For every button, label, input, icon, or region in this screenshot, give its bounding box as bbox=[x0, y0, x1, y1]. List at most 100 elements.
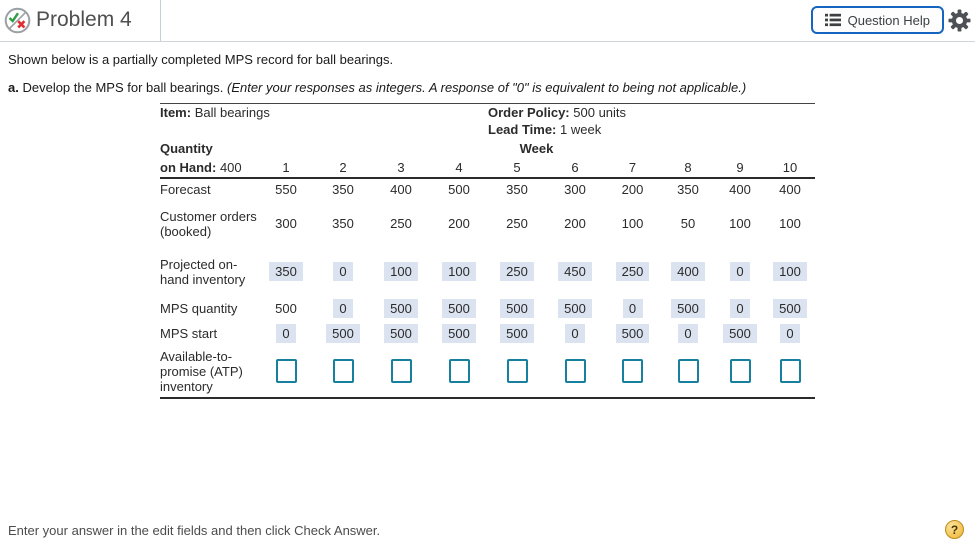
atp-cell-week-7 bbox=[604, 345, 661, 399]
problem-intro-text: Shown below is a partially completed MPS… bbox=[8, 52, 394, 67]
projected-on-hand-cell-week-4: 100 bbox=[430, 247, 488, 296]
mps-start-value-week-4: 500 bbox=[442, 323, 476, 343]
problem-score-icon bbox=[4, 7, 31, 34]
week-2-header: 2 bbox=[314, 158, 372, 179]
atp-cell-week-6 bbox=[546, 345, 604, 399]
projected-on-hand-value-week-2: 0 bbox=[333, 262, 353, 281]
customer-orders-value-week-5: 250 bbox=[506, 216, 528, 231]
atp-input-week-8[interactable] bbox=[677, 359, 699, 383]
customer-orders-value-week-10: 100 bbox=[779, 216, 801, 231]
atp-input-week-9[interactable] bbox=[729, 359, 751, 383]
projected-on-hand-value-week-7: 250 bbox=[615, 262, 650, 281]
question-help-list-icon bbox=[824, 13, 841, 27]
part-a-instruction: Develop the MPS for ball bearings. bbox=[22, 80, 224, 95]
mps-start-value-week-7: 500 bbox=[615, 323, 650, 343]
projected-on-hand-cell-week-10: 100 bbox=[765, 247, 815, 296]
atp-input-week-7[interactable] bbox=[622, 359, 643, 383]
atp-cell-week-5 bbox=[488, 345, 546, 399]
mps-table: Item: Ball bearings Order Policy: 500 un… bbox=[160, 103, 815, 399]
mps-quantity-cell-week-10: 500 bbox=[765, 296, 815, 321]
page-title: Problem 4 bbox=[36, 8, 132, 31]
row-projected-on-hand: Projected on-hand inventory 350 0 100 100 250… bbox=[160, 247, 815, 296]
mps-start-cell-week-4: 500 bbox=[430, 321, 488, 345]
atp-input-week-1[interactable] bbox=[275, 359, 297, 383]
mps-quantity-cell-week-5: 500 bbox=[488, 296, 546, 321]
customer-orders-value-week-8: 50 bbox=[680, 216, 696, 231]
projected-on-hand-cell-week-8: 400 bbox=[661, 247, 715, 296]
row-label-mps-quantity: MPS quantity bbox=[160, 301, 238, 316]
projected-on-hand-value-week-4: 100 bbox=[442, 262, 476, 281]
mps-quantity-value-week-5: 500 bbox=[500, 299, 534, 318]
row-customer-orders: Customer orders (booked) 300 350 250 200 250 2… bbox=[160, 200, 815, 247]
forecast-value-week-6: 300 bbox=[564, 182, 586, 197]
atp-cell-week-8 bbox=[661, 345, 715, 399]
row-label-customer-orders: Customer orders (booked) bbox=[160, 208, 257, 239]
mps-start-cell-week-7: 500 bbox=[604, 321, 661, 345]
customer-orders-value-week-4: 200 bbox=[448, 216, 470, 231]
mps-quantity-value-week-9: 0 bbox=[730, 299, 750, 318]
atp-input-week-3[interactable] bbox=[390, 359, 412, 383]
mps-quantity-value-week-2: 0 bbox=[333, 299, 353, 318]
on-hand-label: on Hand: bbox=[160, 160, 217, 175]
projected-on-hand-cell-week-3: 100 bbox=[372, 247, 430, 296]
week-4-header: 4 bbox=[430, 158, 488, 179]
title-divider bbox=[160, 0, 161, 41]
order-policy-cell: Order Policy: 500 units bbox=[488, 104, 815, 122]
atp-input-week-5[interactable] bbox=[506, 359, 528, 383]
mps-start-value-week-2: 500 bbox=[326, 323, 360, 343]
mps-quantity-value-week-1: 500 bbox=[275, 301, 297, 316]
customer-orders-value-week-3: 250 bbox=[390, 216, 412, 231]
customer-orders-value-week-1: 300 bbox=[275, 216, 297, 231]
quantity-label-cell: Quantity bbox=[160, 138, 258, 158]
atp-cell-week-2 bbox=[314, 345, 372, 399]
projected-on-hand-value-week-5: 250 bbox=[500, 262, 534, 281]
row-label-atp: Available-to-promise (ATP) inventory bbox=[160, 345, 258, 399]
projected-on-hand-value-week-10: 100 bbox=[773, 262, 807, 281]
projected-on-hand-value-week-6: 450 bbox=[558, 262, 592, 281]
atp-cell-week-3 bbox=[372, 345, 430, 399]
on-hand-cell: on Hand: 400 bbox=[160, 158, 258, 179]
projected-on-hand-cell-week-5: 250 bbox=[488, 247, 546, 296]
mps-start-value-week-3: 500 bbox=[384, 323, 418, 343]
week-8-header: 8 bbox=[661, 158, 715, 179]
week-7-header: 7 bbox=[604, 158, 661, 179]
forecast-value-week-4: 500 bbox=[448, 182, 470, 197]
mps-start-value-week-8: 0 bbox=[678, 323, 698, 343]
mps-start-value-week-5: 500 bbox=[500, 323, 534, 343]
atp-input-week-6[interactable] bbox=[564, 359, 586, 383]
mps-quantity-cell-week-2: 0 bbox=[314, 296, 372, 321]
atp-input-week-2[interactable] bbox=[332, 359, 354, 383]
mps-quantity-cell-week-6: 500 bbox=[546, 296, 604, 321]
mps-start-cell-week-1: 0 bbox=[258, 321, 314, 345]
part-a-text: a. Develop the MPS for ball bearings. (E… bbox=[8, 80, 746, 95]
question-help-button[interactable]: Question Help bbox=[810, 6, 944, 34]
mps-quantity-cell-week-4: 500 bbox=[430, 296, 488, 321]
week-number-row: on Hand: 400 1 2 3 4 5 6 7 8 9 10 bbox=[160, 158, 815, 179]
settings-gear-icon[interactable] bbox=[948, 9, 971, 32]
part-a-note: (Enter your responses as integers. A res… bbox=[226, 80, 747, 95]
week-header-label: Week bbox=[519, 140, 554, 156]
atp-input-week-4[interactable] bbox=[448, 359, 470, 383]
forecast-value-week-2: 350 bbox=[332, 182, 354, 197]
mps-quantity-value-week-10: 500 bbox=[773, 299, 807, 318]
forecast-value-week-1: 550 bbox=[275, 182, 297, 197]
atp-input-week-10[interactable] bbox=[779, 359, 801, 383]
customer-orders-value-week-6: 200 bbox=[564, 216, 586, 231]
help-icon[interactable]: ? bbox=[945, 520, 964, 539]
order-policy-value: 500 units bbox=[573, 105, 627, 120]
mps-start-cell-week-10: 0 bbox=[765, 321, 815, 345]
week-3-header: 3 bbox=[372, 158, 430, 179]
week-header-cell: Week bbox=[258, 138, 815, 158]
forecast-value-week-10: 400 bbox=[779, 182, 801, 197]
customer-orders-value-week-2: 350 bbox=[332, 216, 354, 231]
mps-start-cell-week-9: 500 bbox=[715, 321, 765, 345]
forecast-value-week-8: 350 bbox=[677, 182, 699, 197]
lead-time-row: Lead Time: 1 week bbox=[160, 121, 815, 138]
mps-start-value-week-9: 500 bbox=[723, 323, 757, 343]
mps-quantity-cell-week-9: 0 bbox=[715, 296, 765, 321]
mps-start-cell-week-3: 500 bbox=[372, 321, 430, 345]
week-5-header: 5 bbox=[488, 158, 546, 179]
mps-start-value-week-6: 0 bbox=[565, 323, 585, 343]
mps-quantity-cell-week-3: 500 bbox=[372, 296, 430, 321]
